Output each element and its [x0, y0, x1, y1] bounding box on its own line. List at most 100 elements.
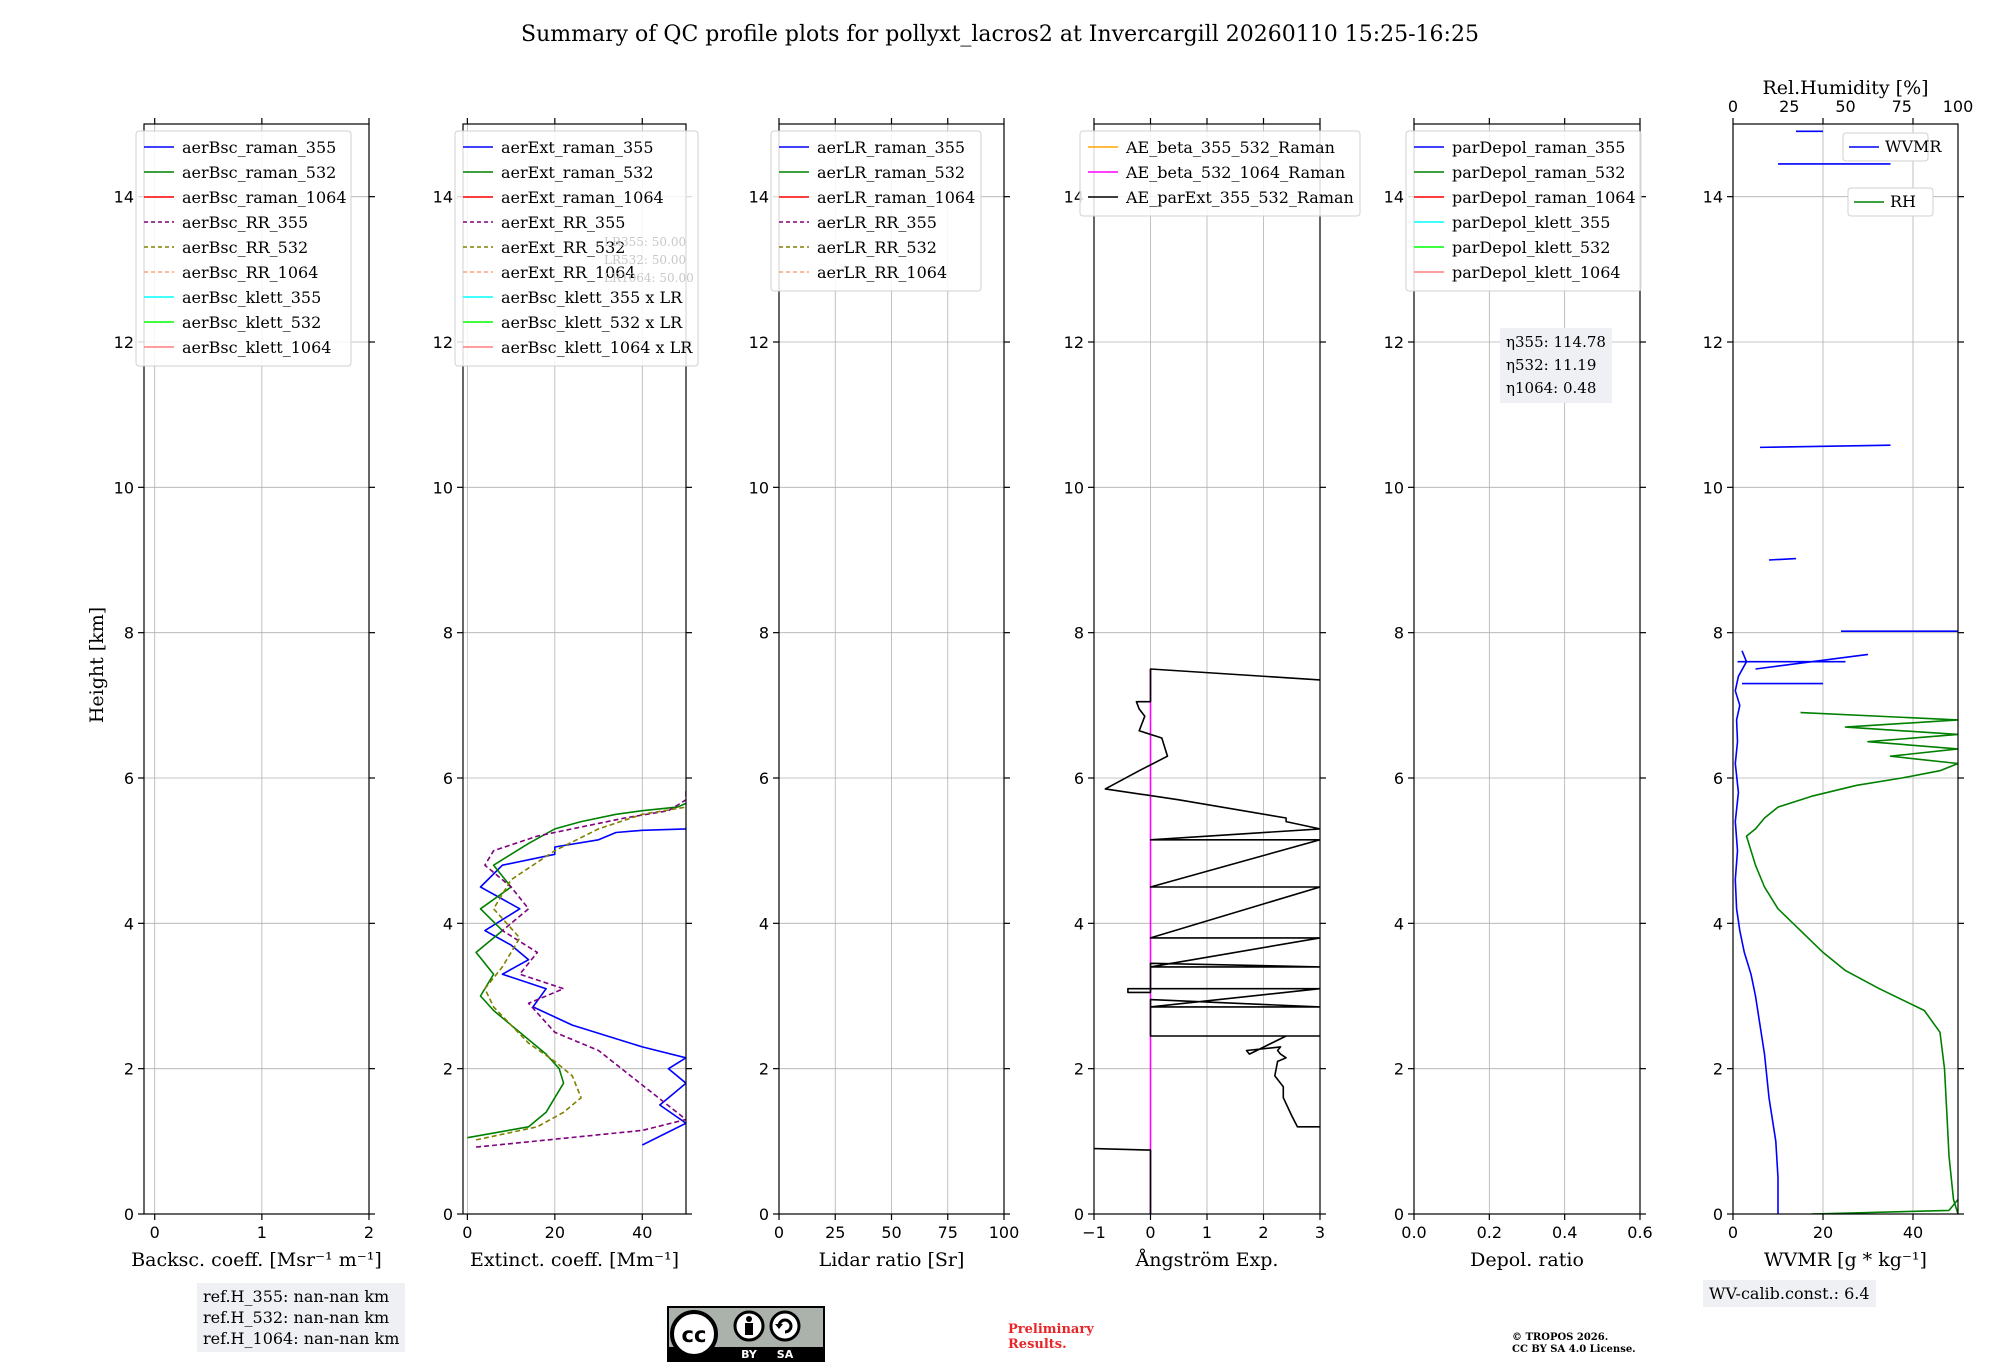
panel-wv: 0 2 4 6 8 10 12 14 0 20 40 WVMR [g * kg⁻¹] 0 25 50 75 10… [1703, 77, 1974, 1271]
reference-height-box: ref.H_355: nan-nan km ref.H_532: nan-nan… [197, 1283, 406, 1352]
legend-label: aerBsc_klett_1064 [182, 338, 331, 357]
legend: aerExt_raman_355 aerExt_raman_532 aerExt_r… [454, 130, 699, 367]
y-tick-label: 10 [114, 478, 134, 497]
y-tick-label: 6 [1713, 769, 1723, 788]
series-WVMR_layers [1768, 557, 1797, 561]
legend-label: aerExt_RR_1064 [501, 263, 636, 282]
y-tick-label: 8 [443, 624, 453, 643]
y-tick-label: 12 [1703, 333, 1723, 352]
y-tick-label: 8 [124, 624, 134, 643]
y-tick-label: 12 [1064, 333, 1084, 352]
y-tick-label: 10 [433, 478, 453, 497]
legend-box [1847, 187, 1934, 217]
eta-line: η1064: 0.48 [1506, 379, 1597, 397]
y-tick-label: 8 [1713, 624, 1723, 643]
y-tick-label: 0 [759, 1205, 769, 1224]
y-tick-label: 14 [1064, 188, 1084, 207]
x-tick-label: 2 [1258, 1223, 1268, 1242]
x-tick-label: 0.4 [1552, 1223, 1577, 1242]
y-tick-label: 10 [749, 478, 769, 497]
preliminary-results-note: Preliminary Results. [1008, 1322, 1094, 1352]
y-tick-label: 14 [1703, 188, 1723, 207]
top-x-tick-label: 0 [1728, 97, 1738, 116]
series-AE_parExt_355_532_Raman [1104, 668, 1320, 1128]
y-tick-label: 14 [114, 188, 134, 207]
axes-frame [462, 123, 687, 1215]
x-tick-label: 0.0 [1401, 1223, 1426, 1242]
legend-label: parDepol_klett_532 [1452, 238, 1610, 257]
legend-box [1842, 132, 1929, 162]
wv-calibration-box: WV-calib.const.: 6.4 [1703, 1280, 1876, 1307]
legend-label: aerExt_raman_1064 [501, 188, 664, 207]
y-tick-label: 2 [759, 1060, 769, 1079]
sa-label: SA [777, 1348, 794, 1361]
series-aerExt_RR_355 [476, 788, 686, 1148]
legend-label: RH [1890, 192, 1916, 211]
x-tick-label: 0 [462, 1223, 472, 1242]
y-tick-label: 2 [443, 1060, 453, 1079]
y-tick-label: 10 [1384, 478, 1404, 497]
prelim-line-2: Results. [1008, 1337, 1067, 1352]
legend-box [454, 130, 699, 367]
panel-ext: 0 2 4 6 8 10 12 14 0 20 40 Extinct. coeff. [Mm⁻¹] ae… [433, 118, 699, 1271]
x-tick-label: 0 [1145, 1223, 1155, 1242]
refh-line: ref.H_1064: nan-nan km [203, 1329, 400, 1348]
legend-box [1079, 130, 1361, 217]
x-tick-label: −1 [1082, 1223, 1106, 1242]
axes-frame [1413, 123, 1641, 1215]
eta-line: η532: 11.19 [1506, 356, 1597, 374]
x-tick-label: 1 [257, 1223, 267, 1242]
y-tick-label: 8 [1394, 624, 1404, 643]
y-tick-label: 6 [1074, 769, 1084, 788]
x-tick-label: 20 [1813, 1223, 1833, 1242]
legend-label: parDepol_raman_532 [1452, 163, 1625, 182]
top-x-tick-label: 100 [1943, 97, 1974, 116]
legend-label: aerBsc_klett_355 [182, 288, 321, 307]
top-x-tick-label: 25 [1779, 97, 1799, 116]
x-tick-label: 20 [545, 1223, 565, 1242]
y-tick-label: 4 [124, 914, 134, 933]
y-tick-label: 12 [114, 333, 134, 352]
x-tick-label: 0 [774, 1223, 784, 1242]
legend-label: aerBsc_klett_355 x LR [501, 288, 683, 307]
x-tick-label: 0 [1728, 1223, 1738, 1242]
series-aerExt_raman_355 [479, 827, 686, 1146]
legend-label: aerExt_RR_532 [501, 238, 625, 257]
legend-box [770, 130, 982, 292]
legend-label: AE_parExt_355_532_Raman [1125, 188, 1354, 207]
legend-label: aerBsc_RR_355 [182, 213, 308, 232]
x-tick-label: 0.6 [1627, 1223, 1652, 1242]
series-WVMR [1734, 650, 1779, 1214]
legend: aerBsc_raman_355 aerBsc_raman_532 aerBsc_r… [135, 130, 352, 367]
legend-label: parDepol_raman_1064 [1452, 188, 1636, 207]
series-RH [1745, 711, 1958, 1214]
cc-license-badge: cc BY SA [667, 1306, 825, 1362]
legend-label: aerBsc_klett_1064 x LR [501, 338, 693, 357]
y-tick-label: 10 [1064, 478, 1084, 497]
legend-RH: RH [1847, 187, 1934, 217]
x-axis-label: Depol. ratio [1470, 1249, 1584, 1271]
y-tick-label: 0 [1074, 1205, 1084, 1224]
legend-label: aerBsc_RR_532 [182, 238, 308, 257]
series-WVMR_layers [1759, 444, 1891, 449]
x-tick-label: 25 [825, 1223, 845, 1242]
figure-title: Summary of QC profile plots for pollyxt_… [521, 22, 1479, 47]
legend-label: aerLR_RR_532 [817, 238, 937, 257]
x-tick-label: 0.2 [1477, 1223, 1502, 1242]
legend-label: WVMR [1885, 137, 1942, 156]
axes-frame [1732, 123, 1959, 1215]
legend-box [135, 130, 352, 367]
legend-label: aerLR_raman_355 [817, 138, 965, 157]
y-tick-label: 2 [1713, 1060, 1723, 1079]
y-tick-label: 4 [759, 914, 769, 933]
refh-line: ref.H_532: nan-nan km [203, 1308, 390, 1327]
x-axis-label: Ångström Exp. [1135, 1249, 1279, 1271]
x-axis-label: Backsc. coeff. [Msr⁻¹ m⁻¹] [131, 1249, 382, 1271]
copyright-line-2: CC BY SA 4.0 License. [1512, 1344, 1636, 1355]
legend-label: aerBsc_RR_1064 [182, 263, 318, 282]
copyright-line-1: © TROPOS 2026. [1512, 1332, 1609, 1343]
legend-label: aerBsc_raman_1064 [182, 188, 347, 207]
legend-label: parDepol_klett_1064 [1452, 263, 1621, 282]
y-tick-label: 12 [433, 333, 453, 352]
